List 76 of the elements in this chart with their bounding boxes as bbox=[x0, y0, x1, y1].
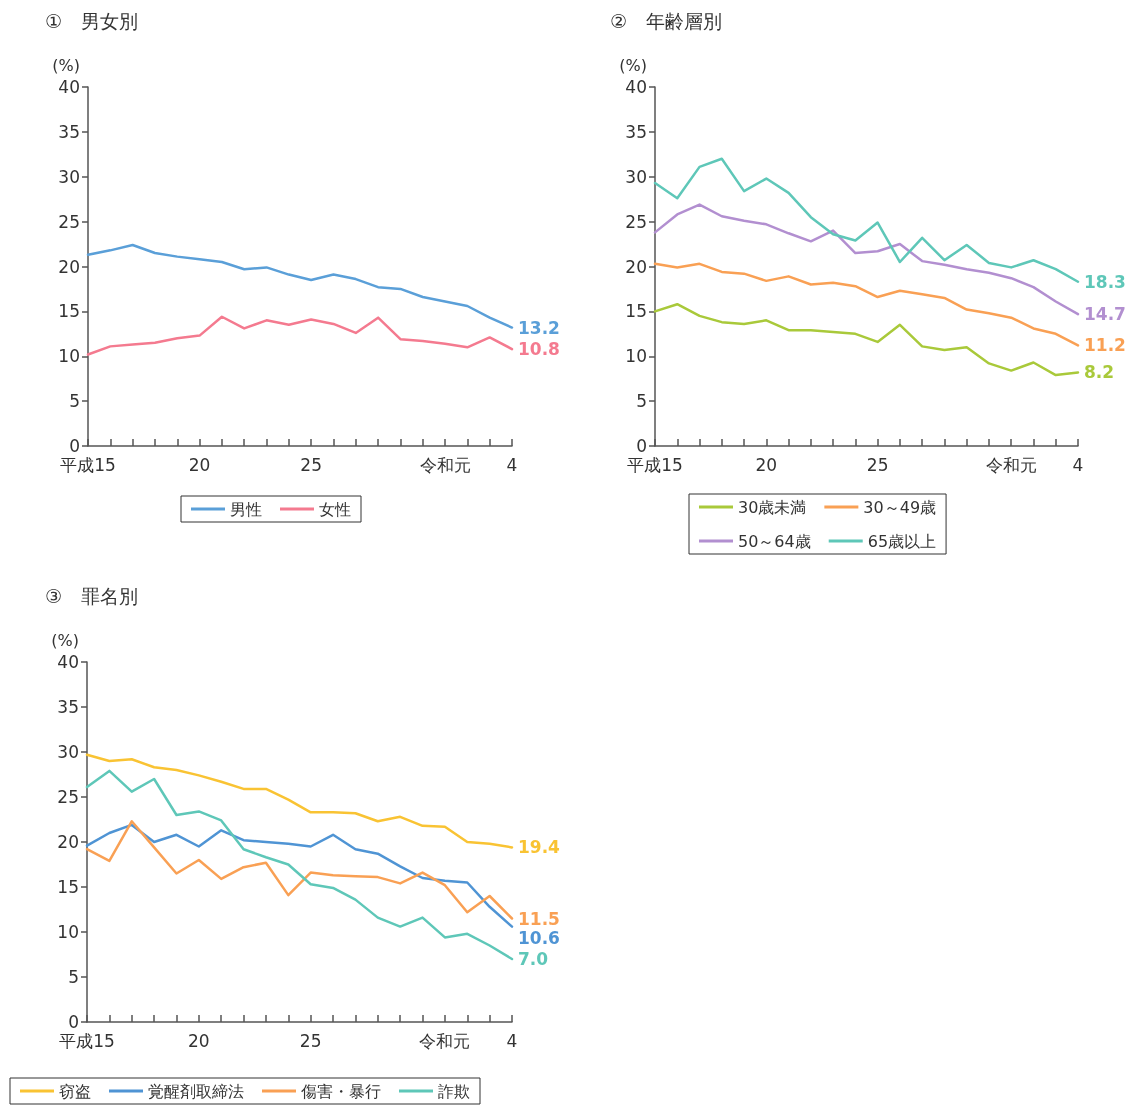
line-series bbox=[86, 243, 514, 329]
x-tick-label: 20 bbox=[188, 1030, 210, 1051]
y-tick-label: 15 bbox=[57, 877, 79, 897]
y-tick-label: 0 bbox=[69, 436, 80, 456]
line-series bbox=[85, 769, 514, 961]
x-tick-label: 4 bbox=[506, 454, 518, 475]
legend-label: 傷害・暴行 bbox=[300, 1081, 381, 1101]
data-label: 13.2 bbox=[518, 317, 560, 338]
data-label: 11.5 bbox=[518, 908, 560, 929]
line-series bbox=[653, 203, 1080, 316]
y-tick-label: 25 bbox=[57, 787, 79, 807]
y-tick-label: 25 bbox=[58, 211, 80, 232]
y-tick-label: 30 bbox=[57, 742, 79, 762]
line-series bbox=[86, 315, 514, 356]
data-label: 7.0 bbox=[518, 949, 549, 969]
y-tick-label: 10 bbox=[625, 346, 647, 367]
chart-title: ③ 罪名別 bbox=[45, 584, 139, 607]
y-tick-label: 35 bbox=[625, 121, 647, 142]
x-tick-label: 令和元 bbox=[419, 454, 471, 475]
data-label: 19.4 bbox=[518, 837, 561, 858]
legend-label: 50～64歳 bbox=[738, 531, 811, 551]
data-label: 10.8 bbox=[518, 339, 560, 360]
x-tick-label: 20 bbox=[188, 454, 211, 475]
y-tick-label: 20 bbox=[625, 256, 647, 277]
y-tick-label: 5 bbox=[636, 391, 647, 412]
y-tick-label: 20 bbox=[58, 256, 80, 277]
data-label: 14.7 bbox=[1084, 304, 1126, 325]
legend-label: 覚醒剤取締法 bbox=[148, 1081, 244, 1101]
legend-label: 窃盗 bbox=[59, 1081, 91, 1101]
x-tick-label: 令和元 bbox=[419, 1030, 471, 1051]
y-tick-label: 30 bbox=[625, 166, 647, 187]
y-tick-label: 35 bbox=[58, 121, 80, 142]
y-tick-label: 15 bbox=[625, 301, 647, 322]
y-tick-label: 35 bbox=[57, 697, 79, 717]
data-label: 10.6 bbox=[518, 927, 560, 948]
y-tick-label: 40 bbox=[625, 77, 647, 97]
data-label: 8.2 bbox=[1084, 362, 1115, 383]
y-tick-label: 10 bbox=[57, 922, 79, 942]
legend-label: 65歳以上 bbox=[867, 531, 937, 551]
y-tick-label: 30 bbox=[58, 166, 80, 187]
line-series bbox=[653, 157, 1080, 284]
y-tick-label: 0 bbox=[68, 1012, 79, 1032]
x-tick-label: 平成15 bbox=[627, 454, 683, 475]
y-tick-label: 40 bbox=[58, 77, 80, 97]
line-series bbox=[653, 262, 1080, 347]
x-tick-label: 25 bbox=[866, 454, 889, 475]
legend-label: 詐欺 bbox=[438, 1081, 470, 1101]
y-tick-label: 15 bbox=[58, 301, 80, 322]
data-label: 18.3 bbox=[1084, 271, 1126, 292]
y-axis-title: (%) bbox=[619, 55, 647, 75]
line-series bbox=[653, 302, 1080, 377]
y-axis-title: (%) bbox=[51, 630, 79, 650]
x-tick-label: 平成15 bbox=[60, 454, 116, 475]
x-tick-label: 4 bbox=[1072, 454, 1084, 475]
y-tick-label: 25 bbox=[625, 211, 647, 232]
x-tick-label: 平成15 bbox=[59, 1030, 115, 1051]
data-label: 11.2 bbox=[1084, 335, 1126, 356]
y-tick-label: 5 bbox=[69, 391, 80, 412]
y-axis-title: (%) bbox=[52, 55, 80, 75]
x-tick-label: 4 bbox=[506, 1030, 518, 1051]
x-tick-label: 25 bbox=[299, 1030, 322, 1051]
line-series bbox=[85, 753, 514, 849]
legend-label: 女性 bbox=[319, 499, 351, 519]
y-tick-label: 0 bbox=[636, 436, 647, 456]
x-tick-label: 20 bbox=[755, 454, 778, 475]
x-tick-label: 令和元 bbox=[985, 454, 1037, 475]
y-tick-label: 5 bbox=[68, 967, 79, 987]
y-tick-label: 10 bbox=[58, 346, 80, 367]
chart-title: ② 年齢層別 bbox=[610, 9, 723, 32]
legend-label: 男性 bbox=[230, 499, 262, 519]
x-tick-label: 25 bbox=[300, 454, 322, 475]
legend-label: 30歳未満 bbox=[738, 497, 807, 517]
y-tick-label: 40 bbox=[57, 652, 79, 672]
y-tick-label: 20 bbox=[57, 832, 79, 852]
chart-title: ① 男女別 bbox=[45, 9, 139, 32]
legend-label: 30～49歳 bbox=[863, 497, 937, 517]
